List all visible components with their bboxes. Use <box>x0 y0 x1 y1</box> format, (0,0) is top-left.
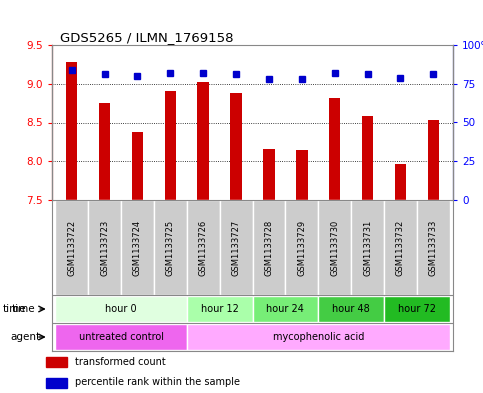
Bar <box>427 120 439 200</box>
Bar <box>165 92 176 200</box>
Bar <box>329 98 341 200</box>
Text: GSM1133722: GSM1133722 <box>67 219 76 275</box>
Bar <box>132 132 143 200</box>
Bar <box>253 296 318 321</box>
Text: percentile rank within the sample: percentile rank within the sample <box>75 377 240 387</box>
Text: hour 48: hour 48 <box>332 304 370 314</box>
Text: mycophenolic acid: mycophenolic acid <box>272 332 364 342</box>
Text: GSM1133733: GSM1133733 <box>429 219 438 275</box>
Text: untreated control: untreated control <box>79 332 164 342</box>
Bar <box>99 103 110 200</box>
Text: GSM1133723: GSM1133723 <box>100 219 109 275</box>
Bar <box>187 296 253 321</box>
Bar <box>296 151 308 200</box>
Text: hour 0: hour 0 <box>105 304 137 314</box>
Bar <box>46 357 67 367</box>
Text: GSM1133729: GSM1133729 <box>298 219 306 275</box>
Bar <box>88 200 121 295</box>
Bar <box>55 296 187 321</box>
Text: GSM1133725: GSM1133725 <box>166 219 175 275</box>
Text: GSM1133731: GSM1133731 <box>363 219 372 275</box>
Bar <box>66 62 77 200</box>
Text: hour 24: hour 24 <box>267 304 304 314</box>
Bar <box>154 200 187 295</box>
Text: GSM1133732: GSM1133732 <box>396 219 405 275</box>
Text: hour 72: hour 72 <box>398 304 436 314</box>
Text: transformed count: transformed count <box>75 357 166 367</box>
Bar <box>187 200 220 295</box>
Bar <box>55 200 88 295</box>
Bar <box>384 200 417 295</box>
Bar <box>351 200 384 295</box>
Text: time: time <box>12 304 36 314</box>
Bar <box>55 324 187 350</box>
Bar <box>362 116 373 200</box>
Bar <box>263 149 275 200</box>
Bar <box>318 200 351 295</box>
Bar <box>230 93 242 200</box>
Text: GSM1133728: GSM1133728 <box>264 219 273 275</box>
Text: time: time <box>2 304 26 314</box>
Text: GSM1133726: GSM1133726 <box>199 219 208 275</box>
Text: GSM1133727: GSM1133727 <box>231 219 241 275</box>
Bar <box>220 200 253 295</box>
Text: GDS5265 / ILMN_1769158: GDS5265 / ILMN_1769158 <box>60 31 233 44</box>
Text: hour 12: hour 12 <box>201 304 239 314</box>
Text: agent: agent <box>10 332 40 342</box>
Bar <box>318 296 384 321</box>
Text: GSM1133724: GSM1133724 <box>133 219 142 275</box>
Bar <box>253 200 285 295</box>
Bar <box>384 296 450 321</box>
Bar <box>395 163 406 200</box>
Bar <box>187 324 450 350</box>
Bar <box>285 200 318 295</box>
Bar <box>46 378 67 388</box>
Bar <box>198 82 209 200</box>
Bar <box>121 200 154 295</box>
Text: GSM1133730: GSM1133730 <box>330 219 339 275</box>
Bar <box>417 200 450 295</box>
